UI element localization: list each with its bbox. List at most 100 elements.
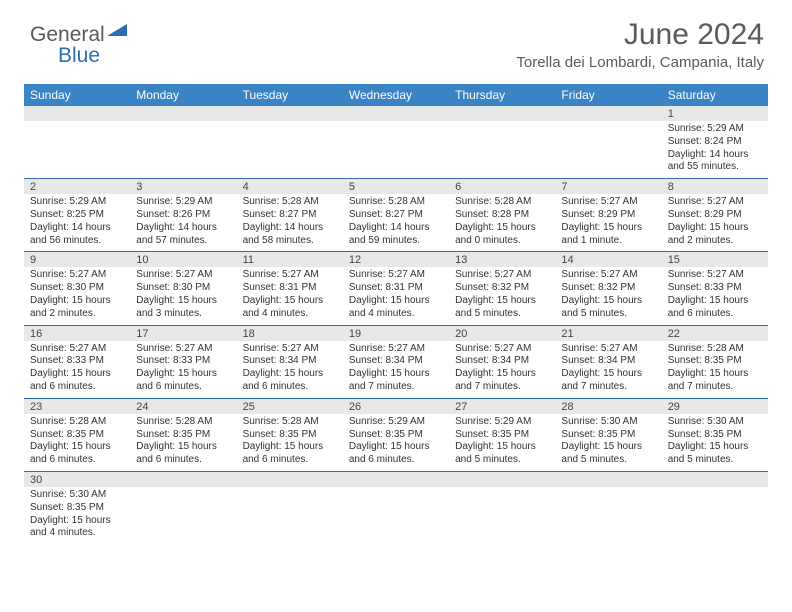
sunrise-text: Sunrise: 5:28 AM — [243, 416, 337, 429]
daylight-text: Daylight: 15 hours and 7 minutes. — [455, 368, 549, 394]
day-number: 21 — [555, 326, 661, 341]
day-cell: Sunrise: 5:28 AMSunset: 8:27 PMDaylight:… — [237, 194, 343, 252]
day-number-cell — [449, 471, 555, 487]
sunrise-text: Sunrise: 5:27 AM — [561, 343, 655, 356]
day-number — [343, 106, 449, 121]
location-subtitle: Torella dei Lombardi, Campania, Italy — [516, 54, 764, 71]
sunset-text: Sunset: 8:31 PM — [243, 282, 337, 295]
day-cell — [130, 121, 236, 179]
sunset-text: Sunset: 8:34 PM — [561, 355, 655, 368]
daylight-text: Daylight: 15 hours and 4 minutes. — [349, 295, 443, 321]
sunset-text: Sunset: 8:30 PM — [30, 282, 124, 295]
daylight-text: Daylight: 15 hours and 0 minutes. — [455, 222, 549, 248]
daylight-text: Daylight: 14 hours and 59 minutes. — [349, 222, 443, 248]
day-number-cell: 9 — [24, 252, 130, 268]
sunrise-text: Sunrise: 5:29 AM — [668, 123, 762, 136]
day-number: 1 — [662, 106, 768, 121]
day-cell: Sunrise: 5:27 AMSunset: 8:34 PMDaylight:… — [237, 341, 343, 399]
day-cell — [343, 121, 449, 179]
day-number-cell: 4 — [237, 179, 343, 195]
sunset-text: Sunset: 8:24 PM — [668, 136, 762, 149]
sunset-text: Sunset: 8:35 PM — [243, 429, 337, 442]
day-cell — [237, 487, 343, 544]
day-cell: Sunrise: 5:27 AMSunset: 8:34 PMDaylight:… — [343, 341, 449, 399]
day-number: 14 — [555, 252, 661, 267]
sunset-text: Sunset: 8:35 PM — [455, 429, 549, 442]
day-number — [662, 472, 768, 487]
sunset-text: Sunset: 8:31 PM — [349, 282, 443, 295]
day-number — [24, 106, 130, 121]
day-number: 29 — [662, 399, 768, 414]
day-number: 11 — [237, 252, 343, 267]
day-cell: Sunrise: 5:27 AMSunset: 8:31 PMDaylight:… — [343, 267, 449, 325]
sunrise-text: Sunrise: 5:28 AM — [30, 416, 124, 429]
day-cell: Sunrise: 5:28 AMSunset: 8:35 PMDaylight:… — [130, 414, 236, 472]
day-number-cell: 8 — [662, 179, 768, 195]
day-number-cell: 3 — [130, 179, 236, 195]
day-number: 20 — [449, 326, 555, 341]
day-number-cell: 26 — [343, 398, 449, 414]
daylight-text: Daylight: 15 hours and 6 minutes. — [136, 441, 230, 467]
title-block: June 2024 Torella dei Lombardi, Campania… — [516, 18, 764, 71]
daylight-text: Daylight: 15 hours and 4 minutes. — [243, 295, 337, 321]
day-header: Sunday — [24, 84, 130, 106]
sunrise-text: Sunrise: 5:27 AM — [349, 269, 443, 282]
daylight-text: Daylight: 15 hours and 6 minutes. — [30, 368, 124, 394]
day-number: 23 — [24, 399, 130, 414]
day-cell — [237, 121, 343, 179]
day-cell: Sunrise: 5:27 AMSunset: 8:32 PMDaylight:… — [555, 267, 661, 325]
daylight-text: Daylight: 15 hours and 3 minutes. — [136, 295, 230, 321]
day-cell: Sunrise: 5:29 AMSunset: 8:25 PMDaylight:… — [24, 194, 130, 252]
daylight-text: Daylight: 15 hours and 7 minutes. — [668, 368, 762, 394]
daylight-text: Daylight: 15 hours and 6 minutes. — [349, 441, 443, 467]
day-cell: Sunrise: 5:27 AMSunset: 8:29 PMDaylight:… — [555, 194, 661, 252]
day-number-cell: 21 — [555, 325, 661, 341]
daylight-text: Daylight: 14 hours and 58 minutes. — [243, 222, 337, 248]
day-number: 19 — [343, 326, 449, 341]
daylight-text: Daylight: 15 hours and 7 minutes. — [349, 368, 443, 394]
day-cell: Sunrise: 5:27 AMSunset: 8:30 PMDaylight:… — [24, 267, 130, 325]
day-cell — [555, 487, 661, 544]
daylight-text: Daylight: 15 hours and 7 minutes. — [561, 368, 655, 394]
header: General Blue June 2024 Torella dei Lomba… — [24, 18, 768, 80]
day-cell: Sunrise: 5:27 AMSunset: 8:34 PMDaylight:… — [555, 341, 661, 399]
day-number-cell: 30 — [24, 471, 130, 487]
sunrise-text: Sunrise: 5:30 AM — [668, 416, 762, 429]
day-cell: Sunrise: 5:27 AMSunset: 8:32 PMDaylight:… — [449, 267, 555, 325]
day-number-cell: 1 — [662, 106, 768, 121]
day-number: 22 — [662, 326, 768, 341]
day-number-cell: 23 — [24, 398, 130, 414]
sunset-text: Sunset: 8:35 PM — [668, 355, 762, 368]
calendar-head: SundayMondayTuesdayWednesdayThursdayFrid… — [24, 84, 768, 106]
day-cell: Sunrise: 5:30 AMSunset: 8:35 PMDaylight:… — [24, 487, 130, 544]
day-number: 15 — [662, 252, 768, 267]
brand-triangle-icon — [107, 24, 127, 36]
day-cell: Sunrise: 5:27 AMSunset: 8:33 PMDaylight:… — [130, 341, 236, 399]
day-number-cell: 25 — [237, 398, 343, 414]
day-number: 7 — [555, 179, 661, 194]
day-number — [237, 106, 343, 121]
sunrise-text: Sunrise: 5:28 AM — [668, 343, 762, 356]
day-cell: Sunrise: 5:27 AMSunset: 8:34 PMDaylight:… — [449, 341, 555, 399]
sunset-text: Sunset: 8:35 PM — [349, 429, 443, 442]
brand-name-2: Blue — [58, 44, 127, 68]
daylight-text: Daylight: 15 hours and 4 minutes. — [30, 515, 124, 541]
day-number — [237, 472, 343, 487]
day-number-cell: 24 — [130, 398, 236, 414]
daylight-text: Daylight: 15 hours and 6 minutes. — [668, 295, 762, 321]
day-number: 17 — [130, 326, 236, 341]
day-header: Friday — [555, 84, 661, 106]
sunset-text: Sunset: 8:30 PM — [136, 282, 230, 295]
day-cell — [130, 487, 236, 544]
day-number-cell: 15 — [662, 252, 768, 268]
sunrise-text: Sunrise: 5:27 AM — [561, 196, 655, 209]
sunrise-text: Sunrise: 5:27 AM — [136, 343, 230, 356]
day-number — [449, 106, 555, 121]
sunset-text: Sunset: 8:29 PM — [561, 209, 655, 222]
sunrise-text: Sunrise: 5:27 AM — [455, 343, 549, 356]
sunset-text: Sunset: 8:26 PM — [136, 209, 230, 222]
day-number-cell: 14 — [555, 252, 661, 268]
sunrise-text: Sunrise: 5:28 AM — [136, 416, 230, 429]
daylight-text: Daylight: 15 hours and 6 minutes. — [243, 441, 337, 467]
day-number-cell: 27 — [449, 398, 555, 414]
